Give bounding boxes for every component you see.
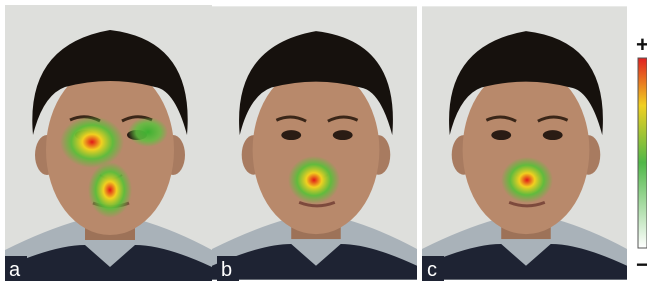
heatmap-blob [60,116,124,168]
heatmap-blob [288,156,340,204]
colorbar-top-label: + [636,32,647,57]
heatmap-blob [88,162,132,218]
panel-label: a [9,259,21,281]
colorbar-scale [638,58,647,248]
colorbar: + − [636,32,647,277]
heatmap-blob [501,157,553,203]
face-photo [422,6,627,279]
panel-label: b [221,259,232,281]
face-photo [212,6,417,279]
figure: a b c + − [0,0,647,281]
panel-label: c [427,259,437,281]
panel-b: b [212,6,417,281]
colorbar-bottom-label: − [636,252,647,277]
panel-a: a [5,5,212,281]
heatmap-blob [128,117,168,147]
panel-c: c [422,6,627,281]
